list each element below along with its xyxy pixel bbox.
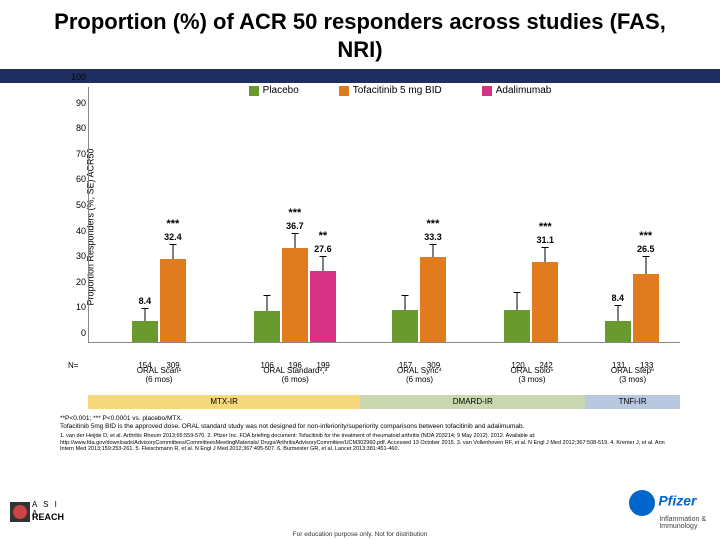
bar bbox=[605, 321, 631, 343]
y-tick: 30 bbox=[76, 251, 86, 261]
significance-marker: ** bbox=[319, 230, 328, 242]
bar-group-step: 8.426.5*** bbox=[605, 274, 659, 342]
significance-marker: *** bbox=[539, 221, 552, 233]
bar-value-label: 8.4 bbox=[611, 293, 624, 303]
pfizer-logo: Pfizer Inflammation & Immunology bbox=[629, 490, 706, 530]
y-tick: 80 bbox=[76, 123, 86, 133]
bar bbox=[310, 271, 336, 342]
bar bbox=[132, 321, 158, 343]
study-label: ORAL Scan¹(6 mos) bbox=[137, 367, 182, 385]
y-tick: 40 bbox=[76, 226, 86, 236]
y-axis: 0102030405060708090100 bbox=[60, 87, 88, 343]
bar-wrap: 8.4 bbox=[132, 321, 158, 343]
y-tick: 60 bbox=[76, 174, 86, 184]
bar-wrap: 33.3*** bbox=[420, 257, 446, 342]
bar bbox=[633, 274, 659, 342]
bar-wrap: 31.1*** bbox=[532, 262, 558, 342]
logo-text-2: REACH bbox=[32, 512, 64, 522]
bar-value-label: 31.1 bbox=[536, 235, 554, 245]
bar-wrap: 36.7*** bbox=[282, 248, 308, 342]
bar-wrap: 12.3 bbox=[254, 311, 280, 342]
pfizer-brand: Pfizer bbox=[658, 492, 696, 508]
significance-note: **P<0.001; *** P<0.0001 vs. placebo/MTX.… bbox=[60, 415, 680, 431]
bar-group-standard: 12.336.7***27.6** bbox=[254, 248, 336, 342]
background-segment: TNFi-IR bbox=[585, 395, 680, 409]
background-segments-row: MTX-IRDMARD-IRTNFi-IR bbox=[88, 395, 680, 409]
bar bbox=[282, 248, 308, 342]
plot-region: 8.432.4***12.336.7***27.6**12.533.3***12… bbox=[88, 87, 680, 343]
study-label: ORAL Sync⁴(6 mos) bbox=[397, 367, 442, 385]
background-segment: DMARD-IR bbox=[360, 395, 585, 409]
y-tick: 0 bbox=[81, 328, 86, 338]
asia-reach-logo: A S I A REACH bbox=[10, 498, 68, 530]
y-tick: 90 bbox=[76, 98, 86, 108]
title-underline-bar bbox=[0, 69, 720, 83]
bar-wrap: 12.5 bbox=[504, 310, 530, 342]
note-line-2: Tofacitinib 5mg BID is the approved dose… bbox=[60, 423, 680, 431]
bar-value-label: 8.4 bbox=[139, 296, 152, 306]
bar-wrap: 26.5*** bbox=[633, 274, 659, 342]
bar-wrap: 27.6** bbox=[310, 271, 336, 342]
note-line-1: **P<0.001; *** P<0.0001 vs. placebo/MTX. bbox=[60, 415, 680, 423]
significance-marker: *** bbox=[166, 218, 179, 230]
pfizer-circle-icon bbox=[629, 490, 655, 516]
bar-value-label: 27.6 bbox=[314, 244, 332, 254]
n-label: N= bbox=[68, 361, 78, 370]
significance-marker: *** bbox=[427, 218, 440, 230]
significance-marker: *** bbox=[288, 207, 301, 219]
pfizer-line2: Inflammation & bbox=[659, 516, 706, 523]
bar-group-solo: 12.531.1*** bbox=[504, 262, 558, 342]
study-labels-row: ORAL Scan¹(6 mos) ORAL Standard²,³(6 mos)… bbox=[88, 367, 680, 395]
references: 1. van der Heijde D, et al. Arthritis Rh… bbox=[60, 433, 680, 453]
bar-wrap: 32.4*** bbox=[160, 259, 186, 342]
study-label: ORAL Step⁶(3 mos) bbox=[611, 367, 654, 385]
y-tick: 20 bbox=[76, 277, 86, 287]
bar bbox=[160, 259, 186, 342]
bar bbox=[532, 262, 558, 342]
bar-wrap: 12.5 bbox=[392, 310, 418, 342]
bar-value-label: 36.7 bbox=[286, 221, 304, 231]
bar bbox=[420, 257, 446, 342]
bar bbox=[504, 310, 530, 342]
bar-wrap: 8.4 bbox=[605, 321, 631, 343]
bar-value-label: 33.3 bbox=[424, 232, 442, 242]
bar-value-label: 32.4 bbox=[164, 232, 182, 242]
study-label: ORAL Solo⁵(3 mos) bbox=[510, 367, 553, 385]
y-tick: 10 bbox=[76, 302, 86, 312]
pfizer-line3: Immunology bbox=[659, 523, 706, 530]
bar bbox=[392, 310, 418, 342]
bar-group-sync: 12.533.3*** bbox=[392, 257, 446, 342]
study-label: ORAL Standard²,³(6 mos) bbox=[263, 367, 327, 385]
distribution-note: For education purpose only. Not for dist… bbox=[293, 531, 428, 538]
background-segment: MTX-IR bbox=[88, 395, 360, 409]
y-tick: 100 bbox=[71, 72, 86, 82]
bar-group-scan: 8.432.4*** bbox=[132, 259, 186, 342]
chart-area: PlaceboTofacitinib 5 mg BIDAdalimumab Pr… bbox=[60, 87, 680, 367]
page-title: Proportion (%) of ACR 50 responders acro… bbox=[0, 0, 720, 67]
bar bbox=[254, 311, 280, 342]
y-tick: 50 bbox=[76, 200, 86, 210]
y-tick: 70 bbox=[76, 149, 86, 159]
significance-marker: *** bbox=[639, 230, 652, 242]
bar-value-label: 26.5 bbox=[637, 244, 655, 254]
